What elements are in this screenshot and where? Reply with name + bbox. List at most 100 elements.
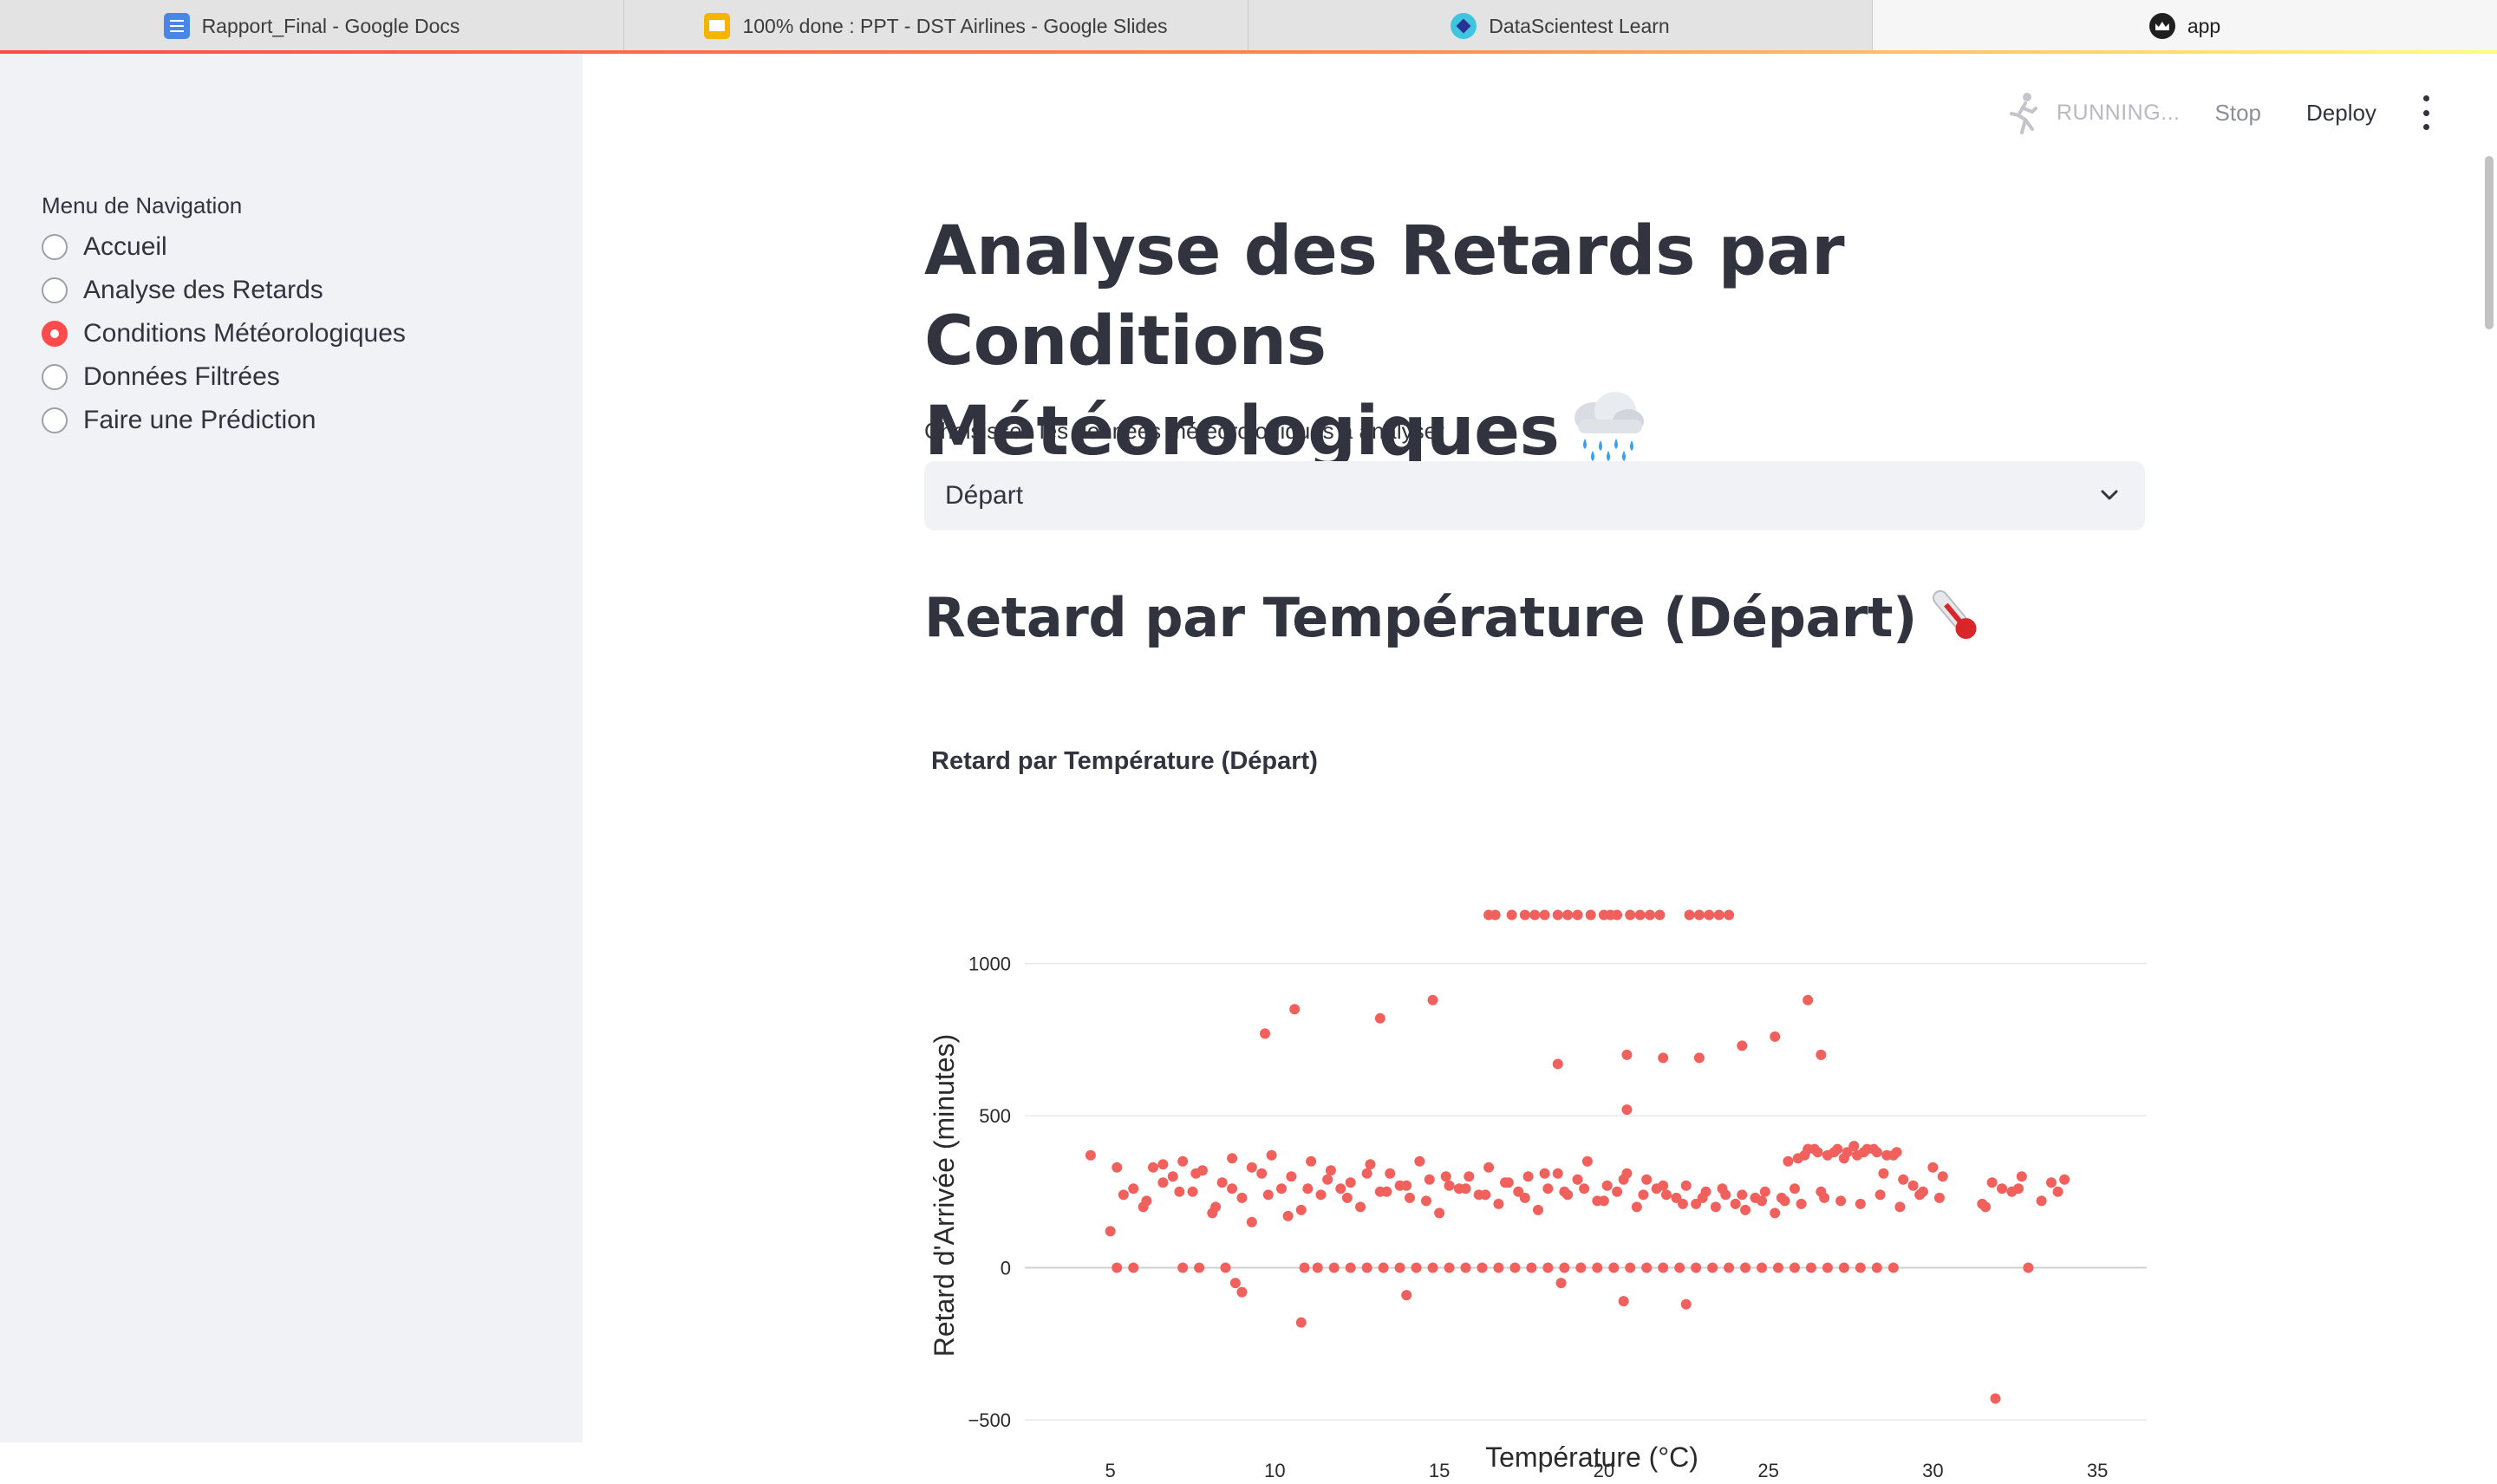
scatter-point (1085, 1149, 1096, 1161)
nav-item-donnees-filtrees[interactable]: Données Filtrées (42, 355, 406, 399)
scatter-point (1805, 1262, 1816, 1273)
scatter-point (1509, 1262, 1521, 1273)
nav-item-accueil[interactable]: Accueil (42, 225, 406, 269)
browser-tab-slides[interactable]: 100% done : PPT - DST Airlines - Google … (624, 0, 1248, 52)
scatter-point (1693, 909, 1705, 921)
scatter-point (1539, 909, 1550, 921)
scatter-point (1236, 1192, 1248, 1203)
scatter-point (1842, 1147, 1853, 1158)
scatter-point (1229, 1278, 1241, 1289)
nav-item-prediction[interactable]: Faire une Prédiction (42, 399, 406, 442)
scatter-point (1295, 1204, 1307, 1215)
scatter-point (1585, 909, 1596, 921)
thermometer-icon (1932, 589, 1977, 640)
scatter-point (1592, 1262, 1603, 1273)
scatter-point (1483, 1162, 1495, 1173)
scatter-point (1838, 1262, 1849, 1273)
scatter-point (1796, 1198, 1807, 1209)
scatter-point (1141, 1195, 1152, 1207)
scatter-point (1693, 1052, 1705, 1064)
scatter-point (1365, 1159, 1376, 1170)
scatter-point (1660, 1189, 1672, 1201)
x-tick-label: 5 (1105, 1460, 1116, 1481)
scatter-point (1789, 1262, 1800, 1273)
radio-button[interactable] (42, 364, 68, 390)
scatter-point (1401, 1290, 1412, 1301)
scatter-point (1625, 1262, 1636, 1273)
radio-button[interactable] (42, 407, 68, 433)
scatter-point (1440, 1171, 1451, 1182)
scatter-point (1986, 1177, 1998, 1188)
scatter-point (1128, 1262, 1139, 1273)
tab-title: app (2187, 14, 2221, 37)
scatter-point (1757, 1195, 1768, 1207)
scatter-point (1927, 1162, 1939, 1173)
radio-button-selected[interactable] (42, 321, 68, 347)
scatter-point (1990, 1393, 2001, 1404)
scatter-point (1631, 1201, 1642, 1213)
section-title: Retard par Température (Départ) (924, 583, 1985, 649)
weather-data-select[interactable]: Départ (924, 461, 2145, 530)
scatter-point (1792, 1153, 1803, 1164)
section-title-text: Retard par Température (Départ) (924, 586, 1917, 649)
scatter-point (1894, 1201, 1906, 1213)
scatter-point (1552, 1058, 1563, 1070)
browser-tab-app[interactable]: app (1873, 0, 2497, 52)
nav-item-conditions-meteo[interactable]: Conditions Météorologiques (42, 312, 406, 355)
radio-button[interactable] (42, 234, 68, 260)
scatter-point (1555, 1278, 1567, 1289)
scatter-point (1424, 1174, 1435, 1185)
scatter-point (2016, 1171, 2027, 1182)
scatter-point (1770, 1207, 1781, 1219)
scatter-point (1552, 1168, 1563, 1179)
scatter-point (1157, 1159, 1169, 1170)
google-slides-icon (704, 13, 731, 39)
scatter-point (1680, 1298, 1692, 1310)
scatter-point (1713, 909, 1724, 921)
scatter-point (2059, 1174, 2070, 1185)
scatter-point (1345, 1177, 1356, 1188)
scatter-point (1724, 909, 1735, 921)
scatter-point (1776, 1192, 1787, 1203)
scatter-point (1641, 1262, 1653, 1273)
scatter-point (1832, 1143, 1843, 1155)
scatter-point (1710, 1201, 1721, 1213)
scatter-point (1581, 1155, 1593, 1167)
scatter-point (1194, 1262, 1205, 1273)
scatter-point (1816, 1049, 1827, 1060)
scatter-point (1618, 1174, 1629, 1185)
app-toolbar: RUNNING... Stop Deploy (2003, 87, 2432, 139)
scatter-point (1325, 1165, 1336, 1176)
scatter-point (1861, 1143, 1873, 1155)
scatter-point (1315, 1189, 1327, 1201)
scatter-point (1345, 1262, 1356, 1273)
scatter-point (1937, 1171, 1948, 1182)
scatter-point (1789, 1183, 1800, 1194)
scrollbar-thumb[interactable] (2485, 156, 2494, 329)
scatter-point (1434, 1207, 1445, 1219)
scatter-point (1105, 1226, 1116, 1237)
scatter-point (1420, 1195, 1431, 1207)
browser-tab-docs[interactable]: Rapport_Final - Google Docs (0, 0, 624, 52)
deploy-button[interactable]: Deploy (2306, 99, 2376, 126)
stop-button[interactable]: Stop (2214, 99, 2262, 126)
chevron-down-icon (2101, 490, 2118, 500)
scatter-point (1612, 1186, 1623, 1197)
scatter-point (1680, 1180, 1692, 1191)
scatter-point (1997, 1183, 2008, 1194)
scatter-point (1236, 1286, 1248, 1298)
scatter-point (1772, 1262, 1783, 1273)
scatter-point (1190, 1168, 1202, 1179)
radio-button[interactable] (42, 277, 68, 303)
scatter-point (1562, 909, 1574, 921)
page-title-line2: Météorologiques (924, 393, 1560, 471)
chart-title: Retard par Température (Départ) (931, 747, 1318, 775)
scatter-point (2052, 1186, 2063, 1197)
main-menu-icon[interactable] (2422, 95, 2432, 130)
tab-title: 100% done : PPT - DST Airlines - Google … (742, 14, 1168, 37)
nav-item-analyse-retards[interactable]: Analyse des Retards (42, 269, 406, 312)
scatter-point (1500, 1177, 1511, 1188)
browser-tab-datascientest[interactable]: DataScientest Learn (1248, 0, 1873, 52)
nav-item-label: Accueil (83, 232, 167, 261)
scatter-point (1644, 909, 1655, 921)
